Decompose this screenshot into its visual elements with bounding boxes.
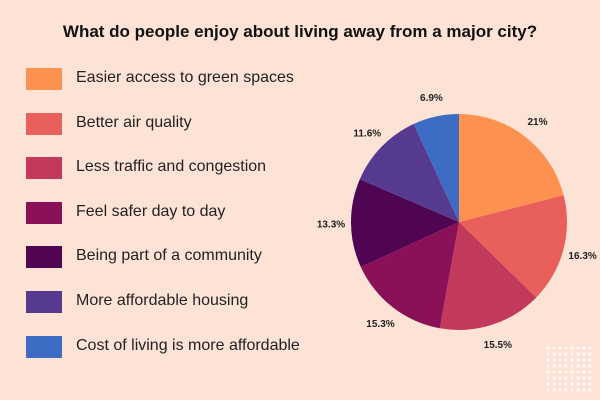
chart-title: What do people enjoy about living away f… [62,22,538,41]
legend-label: Cost of living is more affordable [76,336,300,354]
pie-slice [351,179,459,267]
slice-label: 15.3% [366,319,394,330]
slice-label: 13.3% [317,219,345,230]
pie-slice [459,195,567,298]
pie-slice [459,114,564,222]
slice-label: 21% [528,117,548,128]
slice-label: 15.5% [484,340,512,351]
decorative-dot-pattern [545,345,595,395]
slice-label: 6.9% [420,93,443,104]
slice-label: 11.6% [353,129,381,140]
legend-label: More affordable housing [76,291,249,309]
pie-slice [360,222,459,329]
slice-label: 16.3% [568,251,596,262]
legend-swatch [26,157,62,180]
pie-slice [359,124,459,222]
legend-label: Less traffic and congestion [76,158,267,176]
legend-swatch [26,68,62,90]
legend-label: Feel safer day to day [76,202,226,220]
legend-label: Better air quality [76,113,192,131]
legend-label: Being part of a community [76,247,262,265]
legend-label: Easier access to green spaces [76,69,294,86]
legend-swatch [26,290,62,313]
legend-swatch [26,201,62,224]
pie-slice [439,222,537,331]
legend-swatch [26,335,62,358]
legend-swatch [26,112,62,135]
legend-swatch [26,246,62,269]
pie-slice [413,114,459,222]
